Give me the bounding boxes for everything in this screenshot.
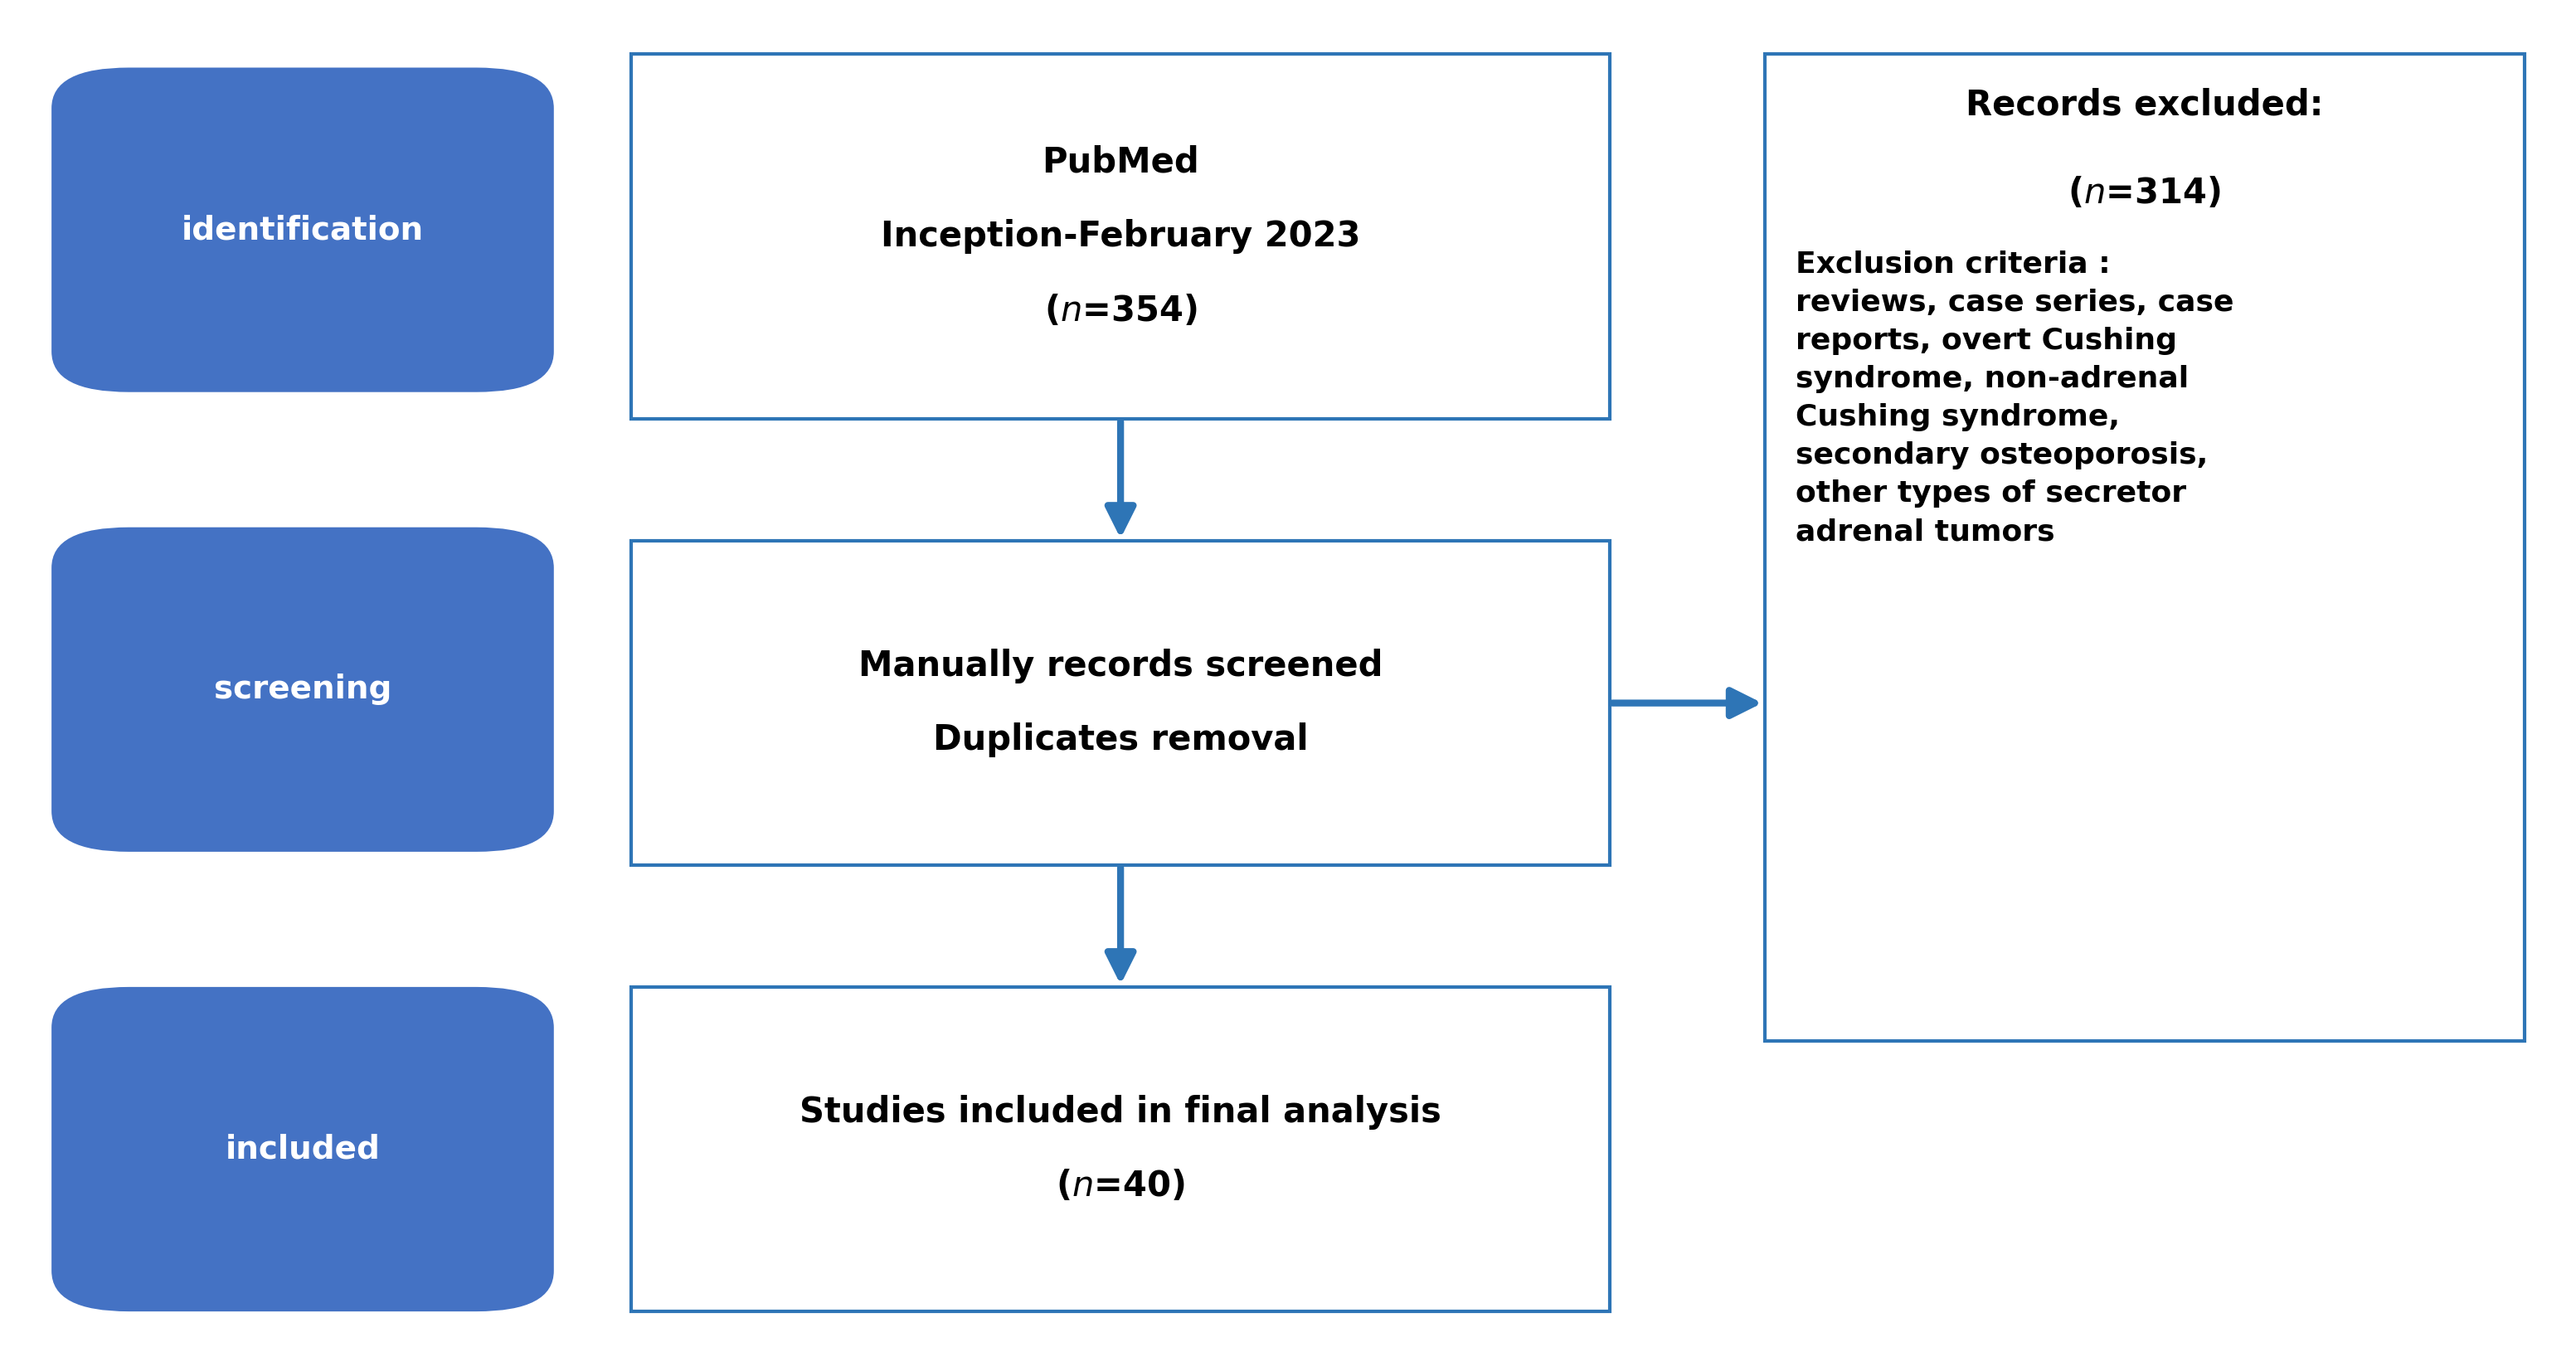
Text: ($n$=314): ($n$=314) xyxy=(2069,176,2221,211)
Text: Duplicates removal: Duplicates removal xyxy=(933,723,1309,757)
Text: Exclusion criteria :
reviews, case series, case
reports, overt Cushing
syndrome,: Exclusion criteria : reviews, case serie… xyxy=(1795,250,2233,546)
Text: screening: screening xyxy=(214,673,392,706)
Text: Manually records screened: Manually records screened xyxy=(858,649,1383,683)
FancyBboxPatch shape xyxy=(52,987,554,1311)
FancyBboxPatch shape xyxy=(631,987,1610,1311)
Text: Records excluded:: Records excluded: xyxy=(1965,88,2324,123)
Text: ($n$=354): ($n$=354) xyxy=(1043,293,1198,329)
Text: included: included xyxy=(224,1133,381,1165)
Text: Studies included in final analysis: Studies included in final analysis xyxy=(799,1095,1443,1129)
Text: PubMed: PubMed xyxy=(1041,145,1200,180)
FancyBboxPatch shape xyxy=(52,527,554,852)
Text: identification: identification xyxy=(180,214,425,246)
FancyBboxPatch shape xyxy=(52,68,554,392)
FancyBboxPatch shape xyxy=(631,541,1610,865)
Text: ($n$=40): ($n$=40) xyxy=(1056,1169,1185,1203)
FancyBboxPatch shape xyxy=(1765,54,2524,1041)
Text: Inception-February 2023: Inception-February 2023 xyxy=(881,219,1360,254)
FancyBboxPatch shape xyxy=(631,54,1610,419)
